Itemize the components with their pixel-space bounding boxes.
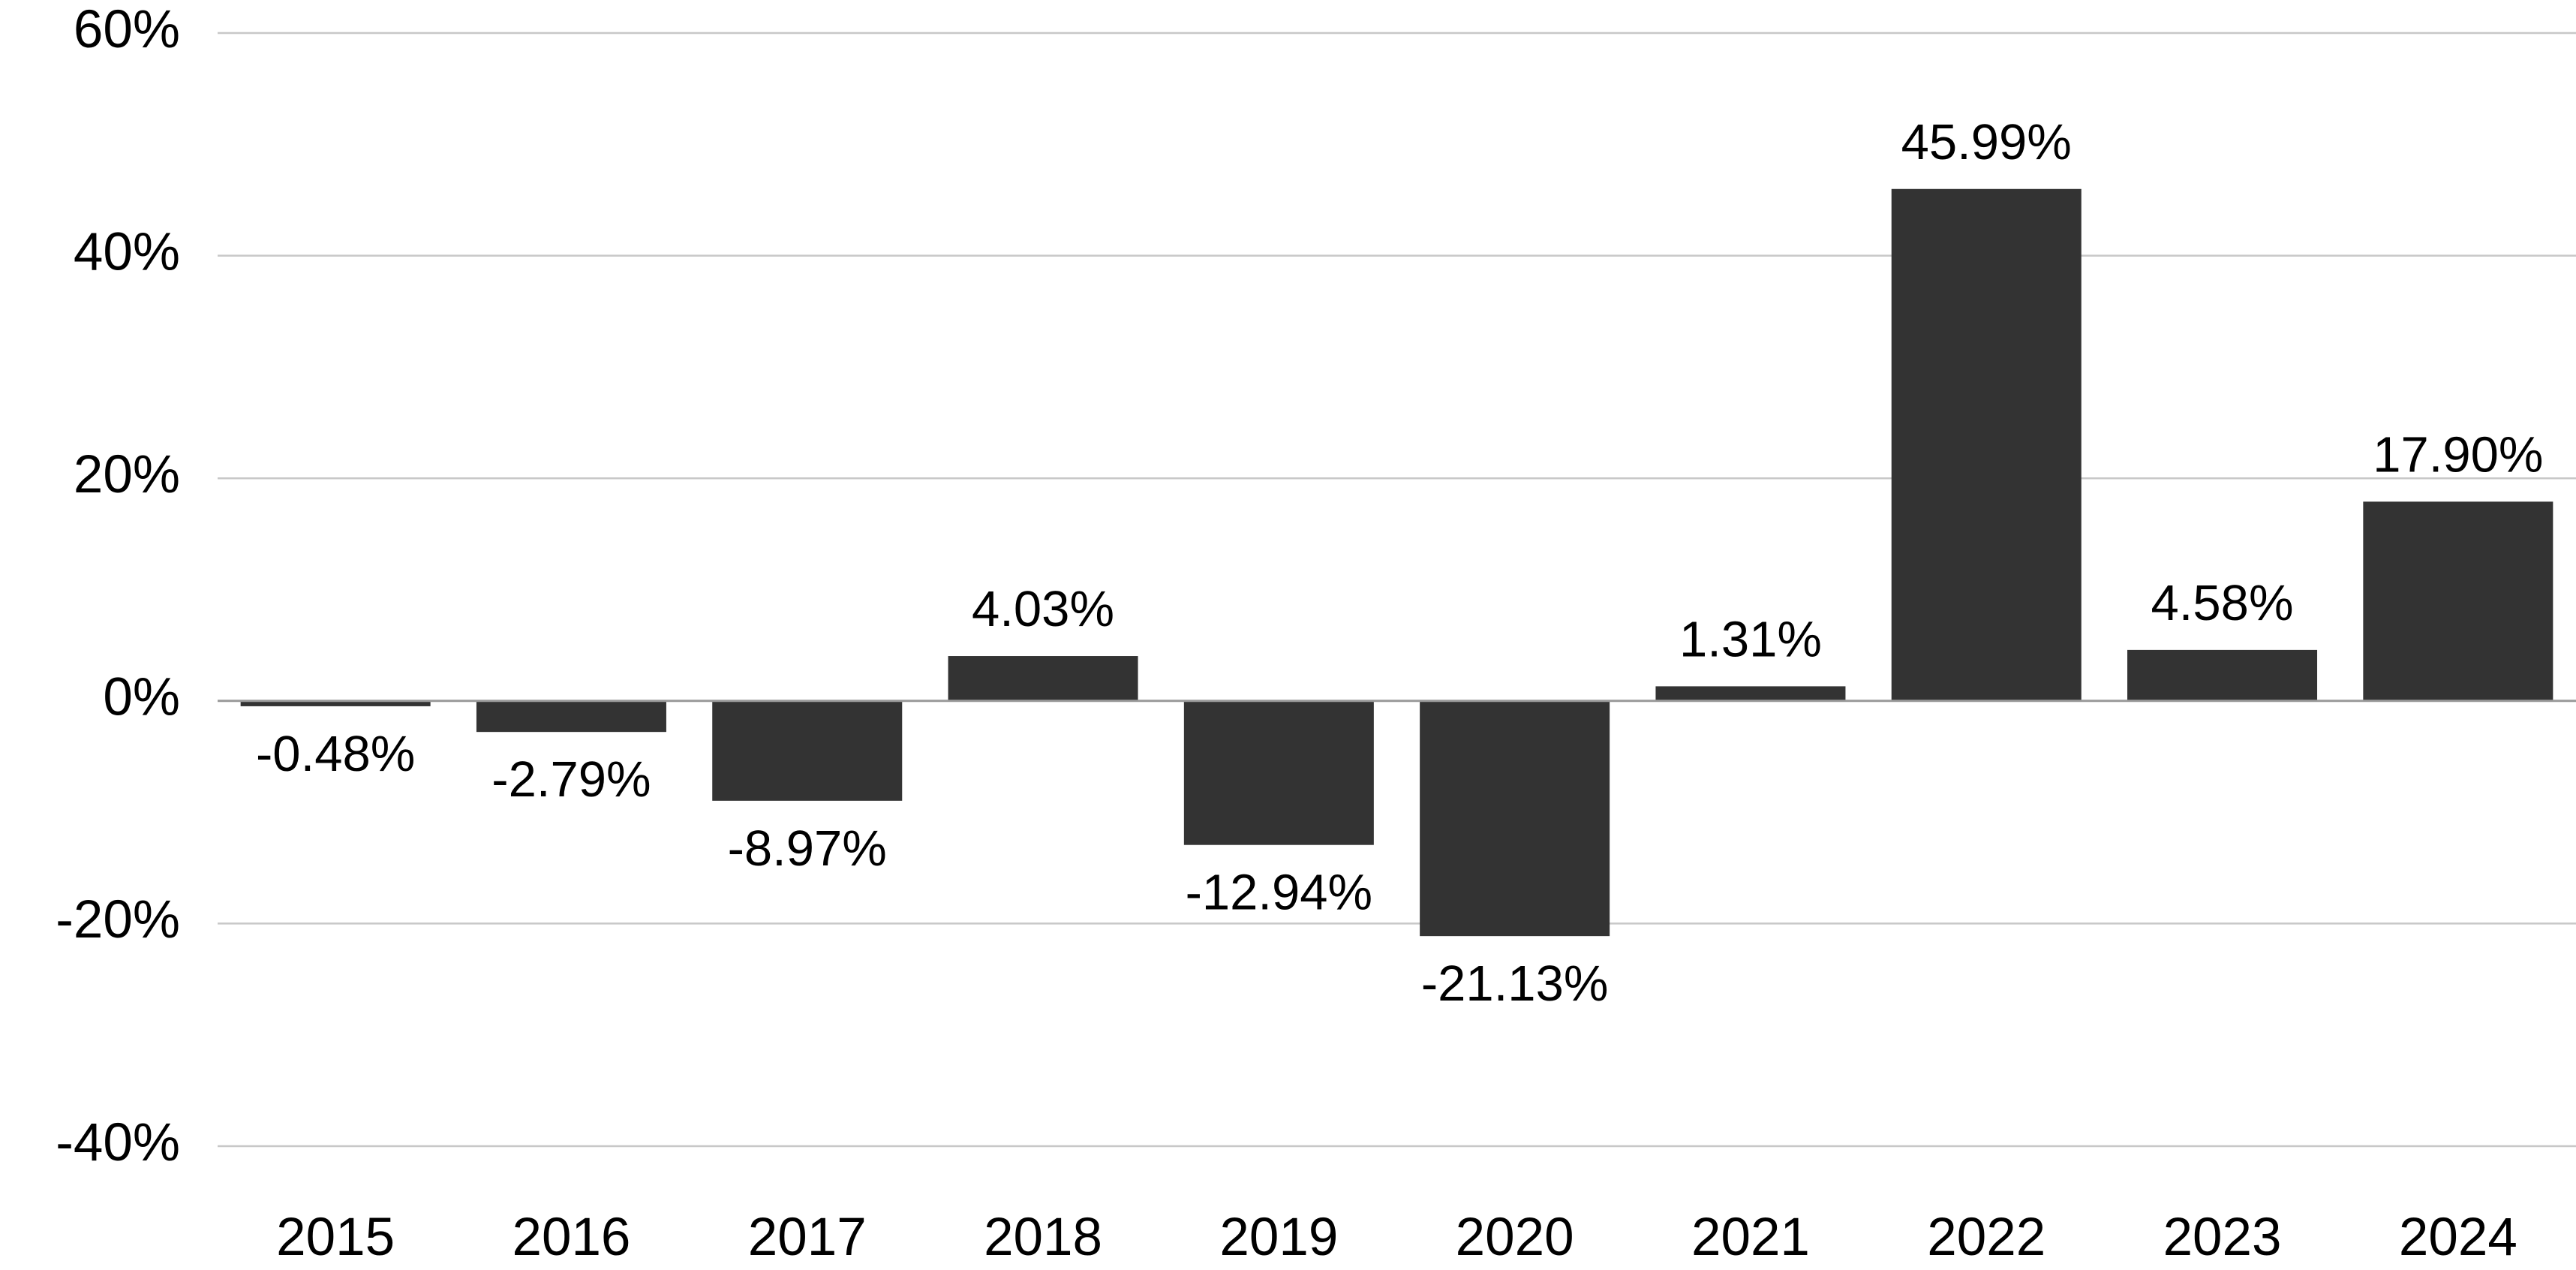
- data-label-2023: 4.58%: [2151, 575, 2294, 631]
- x-tick-label-2016: 2016: [512, 1208, 630, 1267]
- y-tick-label: 20%: [74, 445, 180, 504]
- data-label-2019: -12.94%: [1186, 865, 1373, 921]
- x-tick-label-2017: 2017: [748, 1208, 867, 1267]
- bar-2017: [712, 700, 903, 801]
- data-labels: -0.48% -2.79% -8.97% 4.03% -12.94% -21.13% 1.3…: [256, 114, 2543, 1012]
- y-tick-label: 0%: [103, 668, 180, 727]
- y-tick-label: -20%: [56, 890, 180, 949]
- x-tick-label-2024: 2024: [2399, 1208, 2517, 1267]
- bar-2023: [2127, 649, 2318, 701]
- data-label-2024: 17.90%: [2373, 426, 2543, 483]
- bar-2020: [1420, 700, 1610, 937]
- y-tick-label: -40%: [56, 1113, 180, 1172]
- x-tick-label-2023: 2023: [2163, 1208, 2282, 1267]
- x-tick-label-2020: 2020: [1456, 1208, 1574, 1267]
- x-tick-label-2018: 2018: [984, 1208, 1102, 1267]
- data-label-2021: 1.31%: [1679, 611, 1822, 667]
- bar-2024: [2363, 501, 2553, 701]
- bar-2018: [948, 656, 1138, 701]
- y-tick-label: 60%: [74, 0, 180, 59]
- data-label-2017: -8.97%: [728, 820, 887, 877]
- y-tick-label: 40%: [74, 222, 180, 281]
- x-tick-label-2022: 2022: [1927, 1208, 2045, 1267]
- bars: [240, 188, 2553, 937]
- data-label-2018: 4.03%: [972, 581, 1114, 637]
- x-tick-label-2021: 2021: [1691, 1208, 1810, 1267]
- bar-2015: [240, 700, 431, 706]
- bar-2021: [1655, 686, 1846, 701]
- data-label-2020: -21.13%: [1421, 956, 1609, 1012]
- bar-2019: [1183, 700, 1374, 845]
- data-label-2016: -2.79%: [491, 751, 651, 808]
- y-axis-tick-labels: 60% 40% 20% 0% -20% -40%: [56, 0, 180, 1172]
- bar-2022: [1891, 188, 2082, 701]
- x-tick-label-2019: 2019: [1219, 1208, 1338, 1267]
- bar-2016: [476, 700, 666, 733]
- gridlines: [218, 32, 2576, 1148]
- data-label-2015: -0.48%: [256, 726, 415, 782]
- x-tick-label-2015: 2015: [276, 1208, 395, 1267]
- x-axis-tick-labels: 2015 2016 2017 2018 2019 2020 2021 2022 2023 2024: [276, 1208, 2517, 1267]
- data-label-2022: 45.99%: [1901, 114, 2072, 170]
